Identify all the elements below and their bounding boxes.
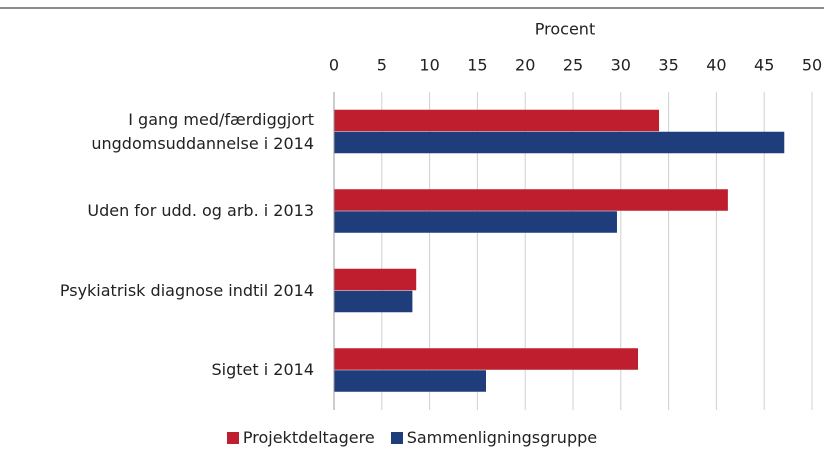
bar [334, 211, 617, 233]
x-tick-label: 5 [377, 56, 387, 75]
legend-item: Sammenligningsgruppe [390, 428, 598, 447]
x-tick-label: 0 [329, 56, 339, 75]
bar [334, 189, 728, 211]
legend-item: Projektdeltagere [226, 428, 375, 447]
bar [334, 370, 487, 392]
x-tick-label: 10 [419, 56, 439, 75]
category-label: Uden for udd. og arb. i 2013 [87, 201, 314, 221]
legend-swatch [226, 432, 239, 444]
bar [334, 131, 785, 154]
legend: Projektdeltagere Sammenligningsgruppe [0, 428, 824, 447]
x-tick-label: 30 [611, 56, 631, 75]
bar [334, 268, 417, 291]
category-label: Psykiatrisk diagnose indtil 2014 [59, 280, 314, 300]
x-tick-label: 35 [658, 56, 678, 75]
x-tick-label: 20 [515, 56, 535, 75]
x-tick-label: 50 [802, 56, 822, 75]
bar [334, 290, 413, 313]
x-tick-label: 45 [754, 56, 774, 75]
x-axis-title: Procent [535, 20, 595, 39]
x-tick-label: 25 [563, 56, 583, 75]
bar [334, 348, 639, 370]
category-label: I gang med/færdiggjort ungdomsuddannelse… [91, 109, 314, 153]
legend-label: Sammenligningsgruppe [406, 428, 598, 447]
category-label: Sigtet i 2014 [211, 360, 314, 380]
legend-label: Projektdeltagere [242, 428, 375, 447]
bar [334, 109, 660, 132]
x-tick-label: 15 [467, 56, 487, 75]
legend-swatch [390, 432, 403, 444]
x-tick-label: 40 [706, 56, 726, 75]
